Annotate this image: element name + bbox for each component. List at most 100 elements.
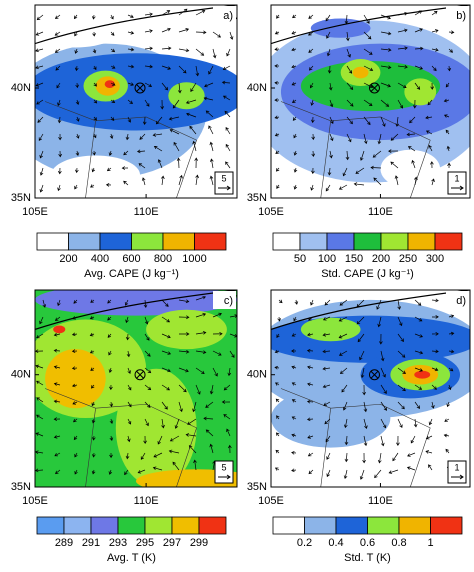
wind-arrow (363, 401, 368, 413)
wind-arrow (291, 349, 297, 353)
wind-arrow (153, 452, 163, 458)
wind-arrow (142, 116, 147, 126)
wind-arrow (57, 299, 61, 307)
wind-arrow (327, 167, 332, 176)
wind-arrow (310, 99, 314, 106)
colorbar-box (272, 232, 301, 251)
wind-arrow (359, 350, 365, 361)
wind-arrow (109, 401, 114, 408)
wind-arrow (445, 129, 450, 135)
wind-arrow (291, 64, 297, 69)
wind-arrow (394, 175, 399, 186)
wind-arrow (89, 350, 95, 354)
wind-arrow (428, 144, 433, 152)
wind-arrow (431, 298, 439, 303)
wind-arrow (346, 133, 352, 143)
wind-arrow (275, 167, 280, 172)
wind-arrow (212, 367, 218, 377)
wind-arrow (190, 82, 197, 92)
wind-arrow (448, 48, 454, 53)
wind-arrow (71, 383, 78, 388)
wind-arrow (91, 384, 95, 389)
boundary-line (271, 290, 470, 330)
wind-arrow (144, 350, 151, 357)
wind-arrow (71, 332, 78, 337)
wind-arrow (192, 140, 197, 152)
wind-arrow (222, 95, 231, 101)
colorbar-box (144, 516, 173, 535)
wind-arrow (161, 65, 172, 70)
wind-arrow (431, 178, 435, 186)
wind-arrow (125, 133, 130, 141)
wind-arrow (209, 175, 214, 186)
wind-arrow (380, 350, 385, 362)
wind-arrow (195, 350, 207, 354)
wind-arrow (209, 141, 214, 152)
lon-label: 105E (258, 495, 284, 507)
wind-arrow (161, 27, 171, 33)
wind-arrow (308, 48, 314, 53)
station-marker (136, 370, 144, 379)
wind-arrow (414, 384, 423, 390)
colorbar-tick-label: 150 (345, 253, 363, 265)
wind-arrow (414, 82, 421, 90)
wind-arrow (42, 299, 47, 308)
colorbar-tick-label: 400 (91, 253, 109, 265)
wind-arrow (448, 314, 455, 318)
wind-arrow (110, 31, 115, 36)
map-frame (270, 289, 471, 488)
wind-arrow (136, 149, 146, 154)
colorbar-tick-label: 0.8 (391, 537, 406, 549)
wind-arrow (168, 449, 180, 454)
wind-arrow (380, 435, 385, 447)
wind-arrow (161, 316, 171, 323)
wind-arrow (73, 435, 78, 441)
wind-arrow (74, 167, 79, 174)
wind-arrow (227, 367, 232, 377)
station-marker (370, 84, 379, 92)
wind-arrow (413, 418, 418, 428)
wind-arrow (223, 414, 231, 420)
wind-arrow (291, 47, 297, 52)
wind-arrow (144, 401, 151, 408)
wind-arrow (293, 150, 298, 156)
colorbar-tick-label: 200 (372, 253, 390, 265)
wind-arrow (293, 184, 298, 190)
wind-arrow (431, 401, 435, 409)
colorbar-tick-label: 800 (154, 253, 172, 265)
colorbar-box (304, 516, 337, 535)
wind-arrow (444, 418, 450, 422)
wind-arrow (443, 98, 450, 103)
wind-arrow (124, 299, 129, 306)
wind-arrow (311, 167, 315, 175)
wind-arrow (372, 150, 382, 158)
wind-arrow (195, 384, 201, 395)
wind-arrow (274, 115, 280, 120)
wind-arrow (127, 47, 135, 52)
wind-arrow (91, 418, 96, 424)
wind-arrow (209, 443, 214, 454)
lat-label: 35N (247, 481, 267, 493)
wind-arrow (397, 28, 408, 33)
wind-arrow (178, 332, 190, 336)
wind-arrow (431, 332, 439, 336)
wind-arrow (91, 435, 96, 441)
wind-arrow (431, 384, 437, 390)
boundary-line (280, 388, 431, 487)
wind-arrow (363, 435, 368, 447)
wind-arrow (54, 14, 61, 19)
wind-arrow (291, 82, 297, 86)
colorbar-box (117, 516, 146, 535)
wind-arrow (226, 428, 231, 437)
wind-arrow (36, 380, 44, 386)
wind-arrow (92, 150, 97, 156)
wind-arrow (160, 99, 165, 110)
contour-region (414, 370, 431, 379)
wind-arrow (409, 116, 416, 124)
wind-arrow (310, 184, 314, 191)
wind-arrow (293, 316, 297, 322)
wind-arrow (322, 366, 331, 371)
wind-arrow (395, 116, 400, 127)
wind-arrow (195, 331, 207, 335)
